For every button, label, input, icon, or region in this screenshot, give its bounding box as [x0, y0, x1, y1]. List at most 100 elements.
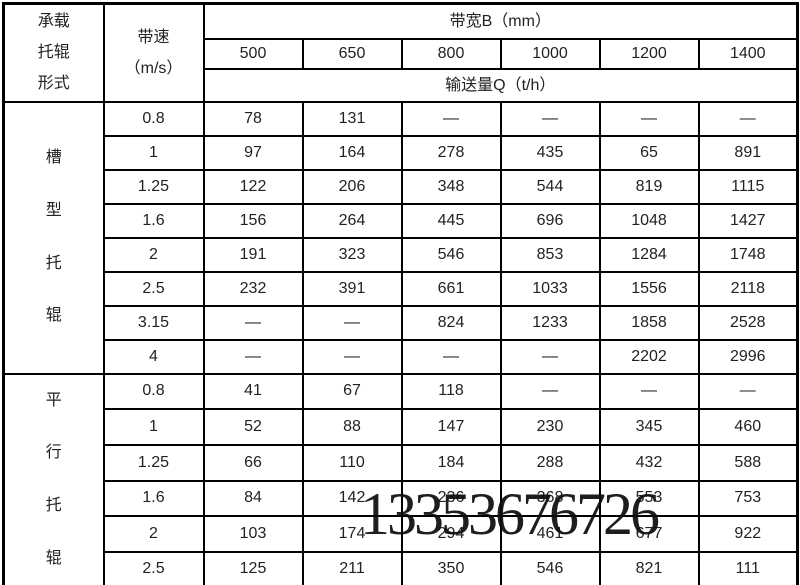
capacity-cell: 97 [202, 134, 304, 171]
belt-width-1400: 1400 [697, 37, 799, 70]
capacity-cell: — [697, 372, 799, 411]
capacity-cell: 819 [598, 168, 700, 205]
belt-width-1000: 1000 [499, 37, 601, 70]
capacity-cell: 110 [301, 443, 403, 482]
capacity-cell: — [301, 304, 403, 341]
table-row: 2 103 174 294 461 677 922 [4, 515, 799, 553]
speed-cell: 1.25 [102, 168, 205, 205]
header-belt-speed: 带速 （m/s） [102, 2, 205, 103]
speed-cell: 4 [102, 338, 205, 375]
capacity-cell: 546 [499, 550, 601, 585]
speed-cell: 2.5 [102, 550, 205, 585]
capacity-cell: 191 [202, 236, 304, 273]
capacity-cell: — [598, 372, 700, 411]
capacity-cell: — [499, 372, 601, 411]
capacity-cell: 118 [400, 372, 502, 411]
capacity-cell: 125 [202, 550, 304, 585]
speed-cell: 0.8 [102, 372, 205, 411]
capacity-cell: 156 [202, 202, 304, 239]
capacity-cell: 65 [598, 134, 700, 171]
capacity-cell: 435 [499, 134, 601, 171]
capacity-cell: — [499, 100, 601, 137]
capacity-cell: 588 [697, 443, 799, 482]
belt-width-800: 800 [400, 37, 502, 70]
speed-cell: 1.6 [102, 202, 205, 239]
capacity-cell: 821 [598, 550, 700, 585]
capacity-cell: 206 [301, 168, 403, 205]
capacity-cell: 264 [301, 202, 403, 239]
capacity-cell: 211 [301, 550, 403, 585]
speed-cell: 2 [102, 236, 205, 273]
table-row: 槽 型 托 辊 0.8 78 131 — — — — [2, 100, 799, 375]
capacity-cell: — [499, 338, 601, 375]
capacity-cell: 52 [202, 408, 304, 446]
table-row: 4 — — — — 2202 2996 [4, 338, 799, 375]
capacity-cell: 1048 [598, 202, 700, 239]
belt-width-650: 650 [301, 37, 403, 70]
capacity-cell: 1858 [598, 304, 700, 341]
capacity-cell: 88 [301, 408, 403, 446]
speed-cell: 1 [102, 134, 205, 171]
capacity-cell: 753 [697, 479, 799, 518]
capacity-cell: 696 [499, 202, 601, 239]
capacity-cell: 323 [301, 236, 403, 273]
capacity-cell: 2118 [697, 270, 799, 307]
capacity-cell: 391 [301, 270, 403, 307]
capacity-cell: 122 [202, 168, 304, 205]
capacity-cell: 824 [400, 304, 502, 341]
capacity-cell: 544 [499, 168, 601, 205]
capacity-cell: — [400, 338, 502, 375]
header-belt-width: 带宽B（mm） [202, 2, 799, 40]
capacity-cell: 236 [400, 479, 502, 518]
capacity-cell: 278 [400, 134, 502, 171]
capacity-cell: — [202, 338, 304, 375]
capacity-cell: 461 [499, 515, 601, 553]
header-capacity: 输送量Q（t/h） [202, 67, 799, 103]
capacity-cell: — [301, 338, 403, 375]
capacity-cell: 1033 [499, 270, 601, 307]
capacity-cell: 1284 [598, 236, 700, 273]
table-row: 2.5 232 391 661 1033 1556 2118 [4, 270, 799, 307]
capacity-cell: 445 [400, 202, 502, 239]
capacity-cell: 1115 [697, 168, 799, 205]
capacity-cell: 164 [301, 134, 403, 171]
capacity-cell: 2528 [697, 304, 799, 341]
capacity-cell: 922 [697, 515, 799, 553]
capacity-cell: 111 [697, 550, 799, 585]
capacity-cell: 661 [400, 270, 502, 307]
speed-cell: 2.5 [102, 270, 205, 307]
table-row: 2.5 125 211 350 546 821 111 [4, 550, 799, 585]
capacity-cell: 84 [202, 479, 304, 518]
capacity-cell: 131 [301, 100, 403, 137]
table-row: 1.6 156 264 445 696 1048 1427 [4, 202, 799, 239]
table-row: 1.6 84 142 236 368 553 753 [4, 479, 799, 518]
section-label-trough-roller: 槽 型 托 辊 [2, 100, 105, 375]
capacity-cell: 891 [697, 134, 799, 171]
capacity-cell: 1427 [697, 202, 799, 239]
table-row: 1.25 122 206 348 544 819 1115 [4, 168, 799, 205]
capacity-cell: 1748 [697, 236, 799, 273]
capacity-cell: 2202 [598, 338, 700, 375]
capacity-cell: 2996 [697, 338, 799, 375]
capacity-cell: 230 [499, 408, 601, 446]
table-row: 1 52 88 147 230 345 460 [4, 408, 799, 446]
belt-width-500: 500 [202, 37, 304, 70]
table-row: 3.15 — — 824 1233 1858 2528 [4, 304, 799, 341]
speed-cell: 0.8 [102, 100, 205, 137]
capacity-cell: 41 [202, 372, 304, 411]
capacity-cell: 350 [400, 550, 502, 585]
speed-cell: 2 [102, 515, 205, 553]
section-label-parallel-roller: 平 行 托 辊 [2, 372, 105, 585]
table-row: 1.25 66 110 184 288 432 588 [4, 443, 799, 482]
table-row: 1 97 164 278 435 65 891 [4, 134, 799, 171]
table-row: 平 行 托 辊 0.8 41 67 118 — — — [2, 372, 799, 585]
capacity-cell: 553 [598, 479, 700, 518]
capacity-cell: — [598, 100, 700, 137]
capacity-cell: 288 [499, 443, 601, 482]
capacity-cell: 546 [400, 236, 502, 273]
capacity-cell: 232 [202, 270, 304, 307]
capacity-cell: 66 [202, 443, 304, 482]
speed-cell: 1.25 [102, 443, 205, 482]
capacity-cell: 348 [400, 168, 502, 205]
